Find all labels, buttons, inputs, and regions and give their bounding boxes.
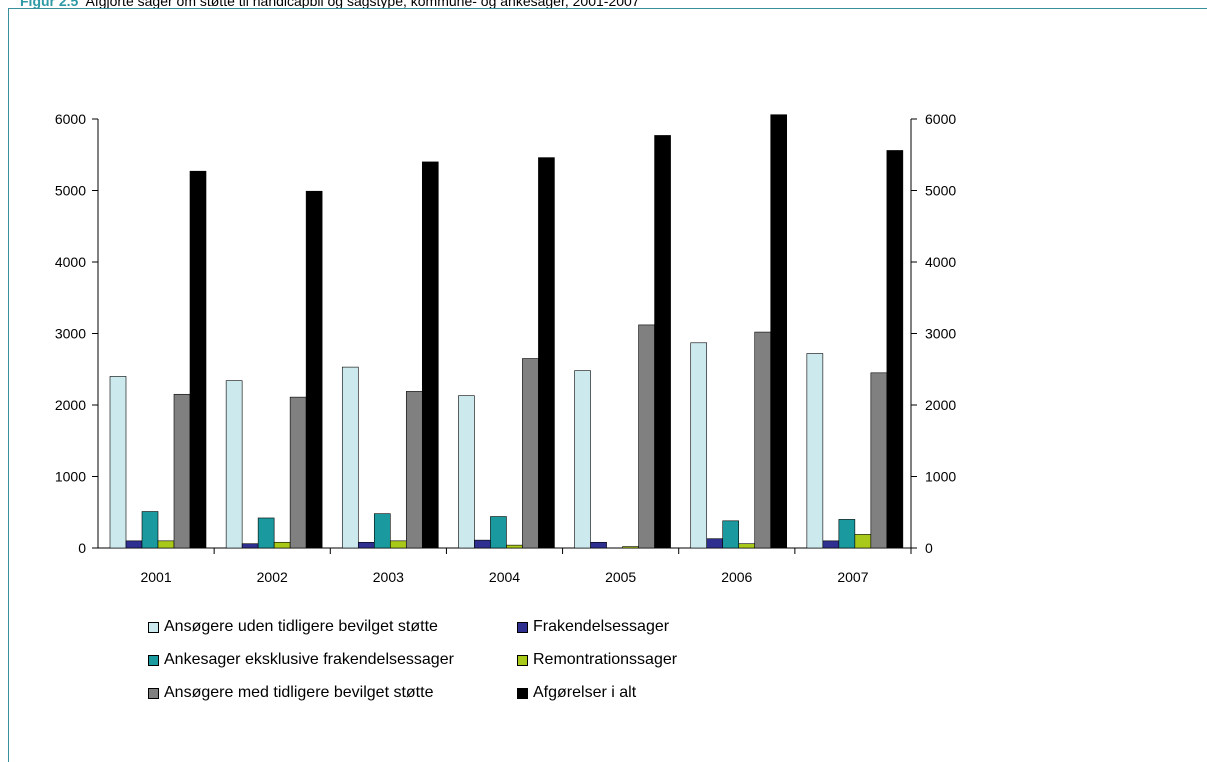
bar-2-2005 xyxy=(590,541,607,549)
bar-4-2005 xyxy=(622,546,639,549)
bar-6-2001 xyxy=(189,170,207,549)
bar-3-2003 xyxy=(373,513,391,549)
x-tick-label: 2004 xyxy=(489,569,520,585)
bar-1-2004 xyxy=(458,395,475,549)
bar-2-2002 xyxy=(241,543,259,549)
y-tick-label-right: 6000 xyxy=(925,111,956,127)
y-tick-label-left: 1000 xyxy=(55,469,86,485)
legend-label: Afgørelser i alt xyxy=(533,684,637,701)
bar-4-2006 xyxy=(738,543,756,549)
legend-item-frakendelse: Frakendelsessager xyxy=(517,618,669,636)
bar-6-2006 xyxy=(770,114,788,549)
y-tick-label-right: 5000 xyxy=(925,183,956,199)
x-tick-label: 2001 xyxy=(140,569,171,585)
bar-2-2004 xyxy=(474,539,491,549)
bar-3-2007 xyxy=(838,519,856,549)
bar-chart: 0 0 1000 1000 2000 2000 3000 3000 4000 4000 5000 50… xyxy=(55,111,957,585)
legend-label: Ankesager eksklusive frakendelsessager xyxy=(164,651,454,668)
bar-5-2005 xyxy=(638,324,655,549)
x-tick-label: 2005 xyxy=(605,569,636,585)
bar-4-2001 xyxy=(157,540,175,549)
bar-4-2004 xyxy=(506,544,523,549)
bar-5-2007 xyxy=(870,372,888,549)
bar-5-2006 xyxy=(754,331,772,549)
bar-1-2005 xyxy=(574,370,591,549)
x-tick-label: 2007 xyxy=(837,569,868,585)
y-tick-label-right: 0 xyxy=(925,540,933,556)
figure-title: Afgjorte sager om støtte til handicapbil… xyxy=(85,0,640,9)
bar-2-2003 xyxy=(357,541,375,549)
frame-top-border xyxy=(8,8,1207,9)
frame-left-border xyxy=(8,8,9,762)
y-tick-label-left: 0 xyxy=(78,540,86,556)
y-tick-label-right: 3000 xyxy=(925,326,956,342)
y-tick-label-right: 1000 xyxy=(925,469,956,485)
legend-label: Ansøgere uden tidligere bevilget støtte xyxy=(164,618,438,635)
y-tick-label-right: 2000 xyxy=(925,397,956,413)
bar-4-2003 xyxy=(389,540,407,549)
bar-4-2002 xyxy=(273,541,291,549)
legend-swatch xyxy=(517,654,528,666)
bar-3-2002 xyxy=(257,517,275,549)
x-tick-label: 2003 xyxy=(373,569,404,585)
bar-4-2007 xyxy=(854,534,872,549)
bar-3-2001 xyxy=(141,511,159,549)
bar-1-2006 xyxy=(690,342,708,549)
bar-3-2004 xyxy=(490,516,507,549)
y-tick-label-left: 5000 xyxy=(55,183,86,199)
legend-swatch xyxy=(517,687,528,699)
legend-item-med: Ansøgere med tidligere bevilget støtte xyxy=(148,684,433,702)
legend-label: Remontrationssager xyxy=(533,651,678,668)
bar-6-2003 xyxy=(421,161,439,549)
bar-6-2005 xyxy=(654,135,671,549)
legend-label: Frakendelsessager xyxy=(533,618,670,635)
legend-swatch xyxy=(148,687,159,699)
legend-item-i-alt: Afgørelser i alt xyxy=(517,684,636,702)
legend-item-remontration: Remontrationssager xyxy=(517,651,677,669)
legend-item-uden: Ansøgere uden tidligere bevilget støtte xyxy=(148,618,438,636)
y-tick-label-left: 4000 xyxy=(55,254,86,270)
legend-swatch xyxy=(148,621,159,633)
bar-1-2001 xyxy=(109,376,127,549)
bar-2-2001 xyxy=(125,540,143,549)
bar-2-2006 xyxy=(706,538,724,549)
bar-1-2002 xyxy=(225,380,243,549)
bar-1-2007 xyxy=(806,353,824,549)
legend-swatch xyxy=(517,621,528,633)
figure-caption: Figur 2.5 Afgjorte sager om støtte til h… xyxy=(20,0,640,9)
bar-5-2002 xyxy=(289,396,307,549)
bar-2-2007 xyxy=(822,540,840,549)
legend-swatch xyxy=(148,654,159,666)
bar-5-2001 xyxy=(173,393,191,549)
y-tick-label-left: 6000 xyxy=(55,111,86,127)
legend-item-ankesager: Ankesager eksklusive frakendelsessager xyxy=(148,651,454,669)
bar-3-2006 xyxy=(722,520,740,549)
bar-6-2007 xyxy=(886,150,904,549)
y-tick-label-right: 4000 xyxy=(925,254,956,270)
y-tick-label-left: 2000 xyxy=(55,397,86,413)
y-tick-label-left: 3000 xyxy=(55,326,86,342)
x-tick-label: 2006 xyxy=(721,569,752,585)
bar-6-2004 xyxy=(538,157,555,549)
legend-label: Ansøgere med tidligere bevilget støtte xyxy=(164,684,434,701)
bar-5-2003 xyxy=(405,391,423,549)
bar-1-2003 xyxy=(341,366,359,549)
figure-label: Figur 2.5 xyxy=(20,0,79,9)
bar-5-2004 xyxy=(522,358,539,549)
bar-6-2002 xyxy=(305,190,323,549)
x-tick-label: 2002 xyxy=(257,569,288,585)
